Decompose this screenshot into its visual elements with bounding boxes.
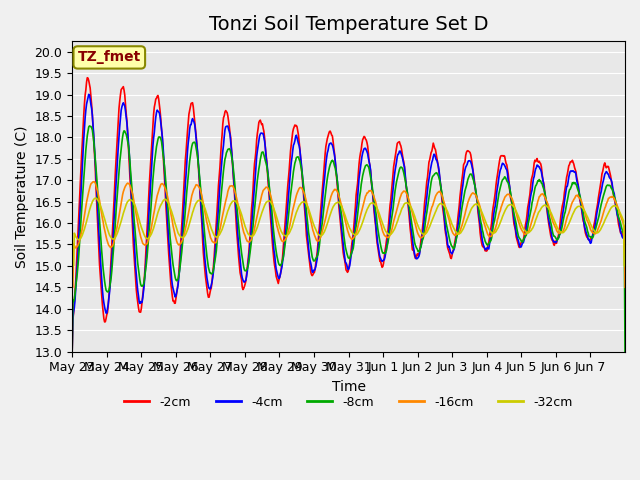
-2cm <box>437 189 445 195</box>
-4cm <box>236 249 243 255</box>
-8cm <box>284 221 291 227</box>
-16cm <box>134 220 141 226</box>
-8cm <box>86 123 93 129</box>
-8cm <box>236 231 243 237</box>
-32cm <box>263 199 271 205</box>
-32cm <box>284 232 291 238</box>
-4cm <box>68 348 76 354</box>
-4cm <box>85 92 93 97</box>
-32cm <box>437 201 445 206</box>
-2cm <box>134 300 141 305</box>
Line: -8cm: -8cm <box>72 126 625 351</box>
-2cm <box>236 262 243 267</box>
-16cm <box>90 179 98 185</box>
-4cm <box>134 288 141 293</box>
-16cm <box>621 285 629 290</box>
-2cm <box>406 226 414 232</box>
-16cm <box>437 191 445 196</box>
-2cm <box>263 158 271 164</box>
-4cm <box>284 203 291 208</box>
-8cm <box>68 348 76 354</box>
-2cm <box>621 231 629 237</box>
-2cm <box>68 348 76 354</box>
-32cm <box>621 263 629 269</box>
-8cm <box>437 186 445 192</box>
Legend: -2cm, -4cm, -8cm, -16cm, -32cm: -2cm, -4cm, -8cm, -16cm, -32cm <box>120 391 578 414</box>
-8cm <box>134 261 141 266</box>
-8cm <box>621 348 629 354</box>
-16cm <box>68 285 76 290</box>
-32cm <box>236 205 243 211</box>
Text: TZ_fmet: TZ_fmet <box>77 50 141 64</box>
-32cm <box>134 212 141 218</box>
-16cm <box>284 231 291 237</box>
-4cm <box>263 160 271 166</box>
-16cm <box>406 202 414 208</box>
Line: -4cm: -4cm <box>72 95 625 351</box>
X-axis label: Time: Time <box>332 380 365 394</box>
Line: -2cm: -2cm <box>72 78 625 351</box>
-8cm <box>406 211 414 216</box>
-2cm <box>284 184 291 190</box>
-8cm <box>263 163 271 169</box>
-32cm <box>68 263 76 269</box>
Title: Tonzi Soil Temperature Set D: Tonzi Soil Temperature Set D <box>209 15 488 34</box>
-4cm <box>437 187 445 192</box>
-32cm <box>92 195 100 201</box>
Line: -16cm: -16cm <box>72 182 625 288</box>
-2cm <box>83 75 91 81</box>
-4cm <box>406 218 414 224</box>
-16cm <box>236 208 243 214</box>
-4cm <box>621 237 629 242</box>
Y-axis label: Soil Temperature (C): Soil Temperature (C) <box>15 125 29 267</box>
Line: -32cm: -32cm <box>72 198 625 266</box>
-32cm <box>406 203 414 209</box>
-16cm <box>263 184 271 190</box>
